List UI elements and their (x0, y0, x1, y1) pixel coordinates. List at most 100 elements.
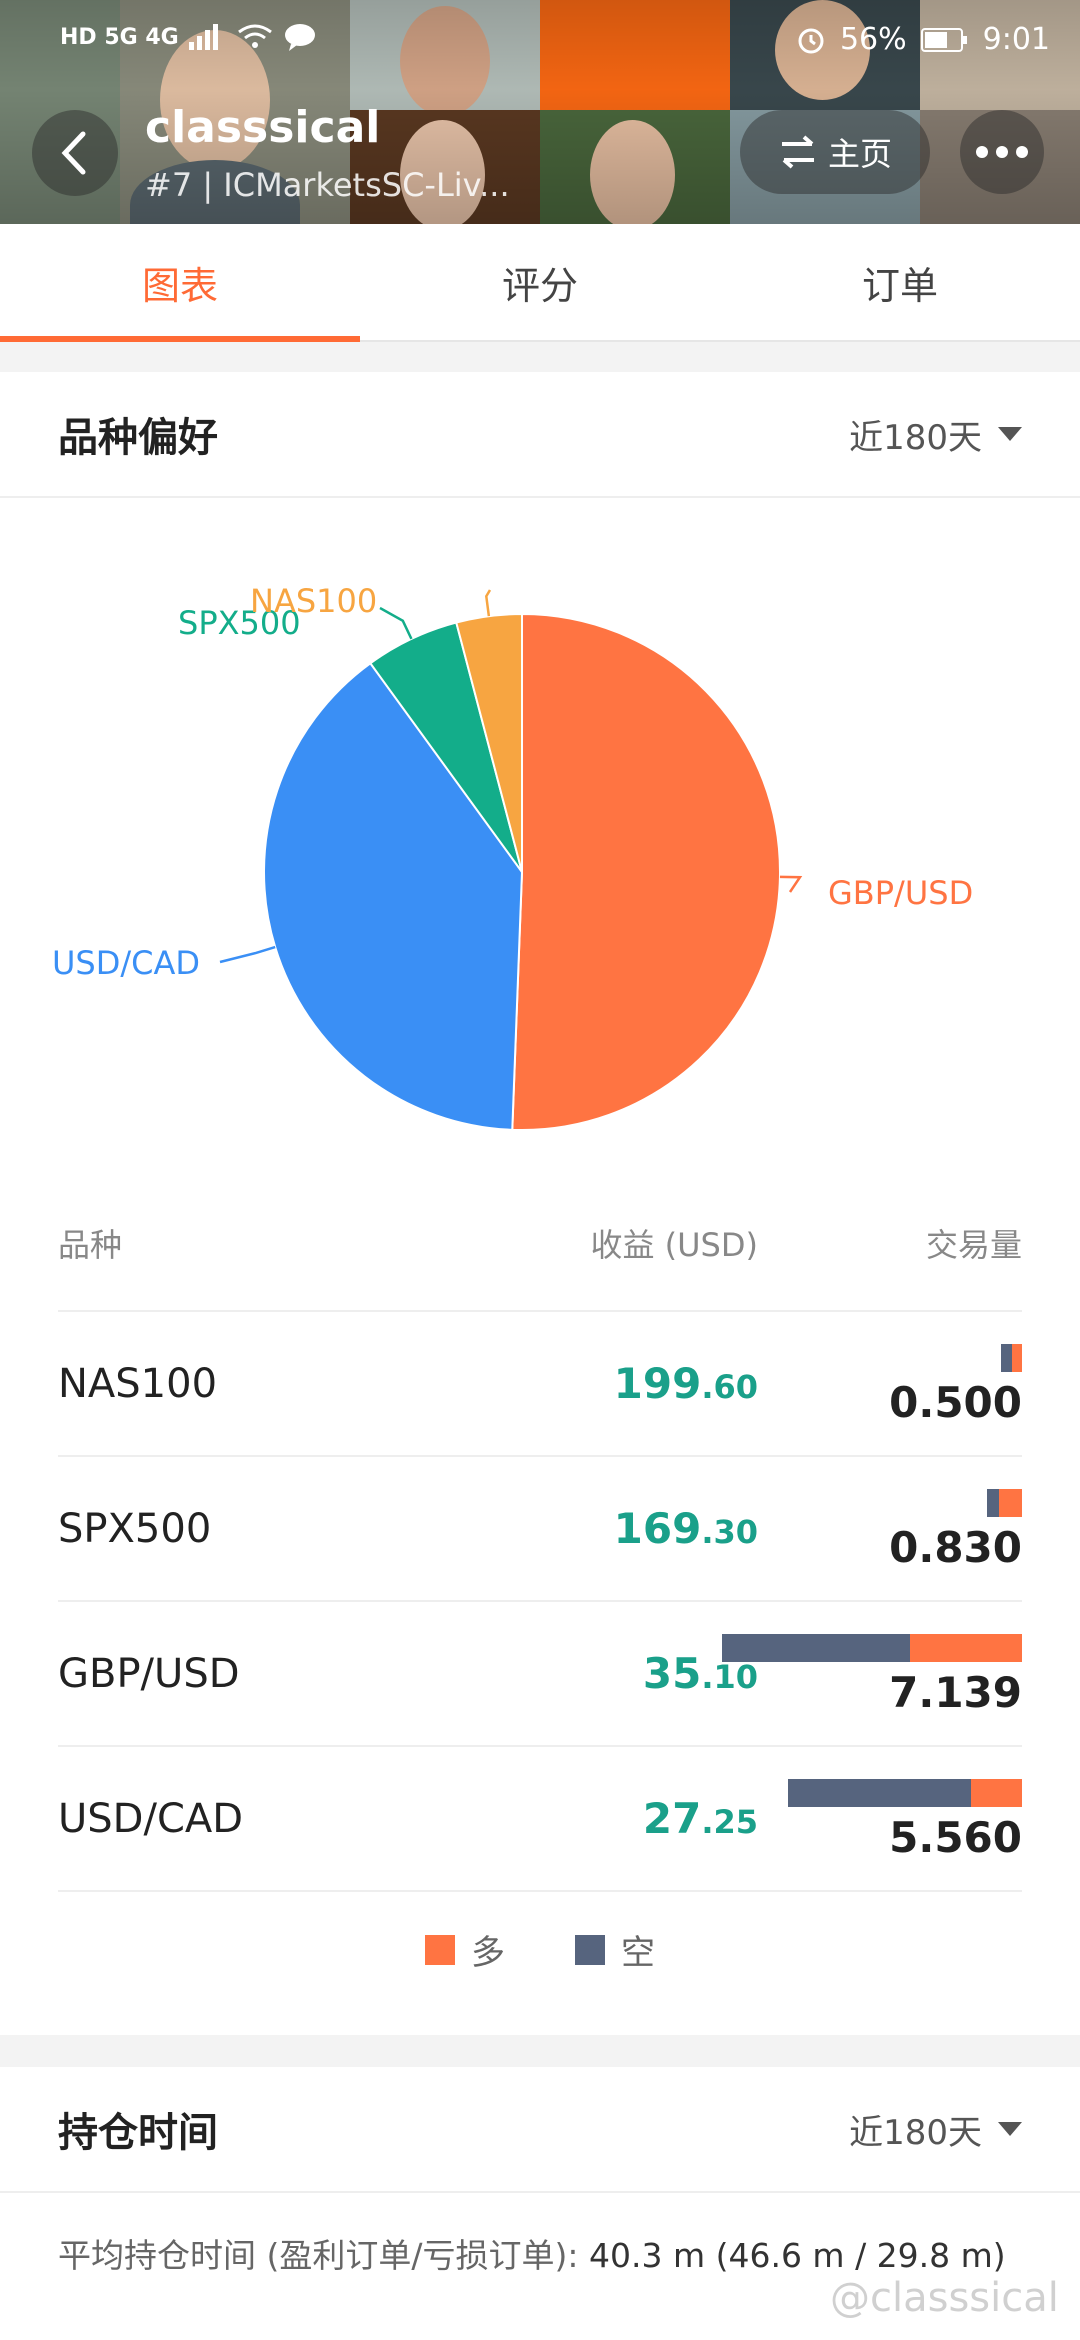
battery-percent: 56% (839, 22, 907, 57)
caret-down-icon (998, 427, 1022, 441)
profit-dec: .60 (701, 1368, 758, 1406)
chevron-left-icon (61, 131, 86, 175)
profit-dec: .10 (701, 1658, 758, 1696)
table-row[interactable]: SPX500 169.30 0.830 (58, 1457, 1022, 1602)
row-profit: 199.60 (418, 1359, 758, 1408)
pie-slice-gbp-usd[interactable] (511, 612, 781, 1131)
pie-label: USD/CAD (52, 944, 200, 982)
profile-header: HD 5G 4G 56% 9:01 classsical #7 | ICMark… (0, 0, 1080, 224)
row-symbol: GBP/USD (58, 1650, 240, 1697)
row-profit: 169.30 (418, 1504, 758, 1553)
caret-down-icon (998, 2122, 1022, 2136)
legend-long-swatch (425, 1934, 455, 1965)
row-volume: 0.830 (758, 1457, 1022, 1600)
long-bar (999, 1489, 1022, 1517)
trader-name: classsical (145, 102, 381, 153)
row-profit: 35.10 (418, 1649, 758, 1698)
preference-period-select[interactable]: 近180天 (849, 410, 1022, 459)
volume-bar (987, 1489, 1022, 1517)
avatar-tile (350, 110, 540, 224)
clock: 9:01 (982, 22, 1050, 57)
pie-leader-line (219, 945, 276, 964)
profit-int: 169 (613, 1504, 702, 1553)
home-label: 主页 (827, 135, 892, 173)
pie-leader-line (379, 606, 413, 640)
pie-label: NAS100 (250, 582, 377, 620)
tab-bar: 图表 评分 订单 (0, 224, 1080, 342)
long-bar (1011, 1344, 1022, 1372)
table-row[interactable]: USD/CAD 27.25 5.560 (58, 1747, 1022, 1892)
long-bar (970, 1779, 1022, 1807)
preference-header: 品种偏好 近180天 (0, 372, 1080, 498)
avatar-tile (540, 110, 730, 224)
chart-legend: 多 空 (0, 1925, 1080, 1974)
home-button[interactable]: 主页 (740, 110, 930, 194)
avatar-tile (730, 110, 920, 224)
legend-short-label: 空 (621, 1933, 655, 1973)
profit-int: 35 (642, 1649, 702, 1698)
profit-int: 199 (613, 1359, 702, 1408)
preference-title: 品种偏好 (58, 415, 218, 461)
header-profit: 收益 (USD) (590, 1225, 758, 1264)
swap-arrows-icon (781, 135, 814, 169)
pie-slice-nas100[interactable] (455, 612, 523, 873)
legend-long: 多 (425, 1925, 505, 1974)
volume-value: 0.830 (889, 1523, 1022, 1572)
table-row[interactable]: GBP/USD 35.10 7.139 (58, 1602, 1022, 1747)
holding-header: 持仓时间 近180天 (0, 2067, 1080, 2193)
profit-dec: .30 (701, 1513, 758, 1551)
row-symbol: SPX500 (58, 1505, 212, 1552)
avatar-tile (0, 0, 120, 224)
row-volume: 0.500 (758, 1312, 1022, 1455)
network-indicator: HD 5G 4G (60, 24, 179, 50)
avatar-tile (920, 110, 1080, 224)
avg-holding-value: 40.3 m (46.6 m / 29.8 m) (588, 2236, 1006, 2275)
signal-icon (188, 24, 218, 50)
avatar-tile (920, 0, 1080, 110)
tab-rating[interactable]: 评分 (501, 263, 578, 308)
holding-period-label: 近180天 (849, 2112, 982, 2153)
volume-bar (1001, 1344, 1022, 1372)
profit-int: 27 (642, 1794, 702, 1843)
avatar-tile (350, 0, 540, 110)
avg-holding-text: 平均持仓时间 (盈利订单/亏损订单): 40.3 m (46.6 m / 29.… (58, 2230, 1048, 2282)
row-symbol: USD/CAD (58, 1795, 244, 1842)
trader-rank-server: #7 | ICMarketsSC-Liv... (145, 166, 510, 204)
more-dot (1016, 146, 1028, 158)
holding-title: 持仓时间 (58, 2110, 218, 2156)
symbol-table: 品种 收益 (USD) 交易量 NAS100 199.60 0.500 SPX5… (58, 1175, 1022, 1892)
legend-short-swatch (575, 1934, 605, 1965)
legend-long-label: 多 (471, 1933, 505, 1973)
volume-bar (722, 1634, 1022, 1662)
pie-label: GBP/USD (828, 874, 973, 912)
avatar-tile (540, 0, 730, 110)
avg-holding-label: 平均持仓时间 (盈利订单/亏损订单): (58, 2236, 579, 2275)
more-button[interactable] (960, 110, 1044, 194)
row-profit: 27.25 (418, 1794, 758, 1843)
alarm-icon (798, 28, 824, 53)
volume-bar (788, 1779, 1022, 1807)
status-bar: HD 5G 4G 56% 9:01 (60, 16, 1050, 66)
profit-dec: .25 (701, 1803, 758, 1841)
pie-leader-line (779, 875, 803, 893)
tab-chart[interactable]: 图表 (0, 224, 360, 342)
period-label: 近180天 (849, 417, 982, 458)
volume-value: 5.560 (889, 1813, 1022, 1862)
battery-icon (920, 27, 967, 52)
pie-leader-line (484, 589, 492, 617)
more-dot (996, 146, 1008, 158)
tab-orders[interactable]: 订单 (861, 263, 938, 308)
short-bar (722, 1634, 910, 1662)
table-row[interactable]: NAS100 199.60 0.500 (58, 1312, 1022, 1457)
back-button[interactable] (32, 110, 118, 196)
row-volume: 5.560 (758, 1747, 1022, 1890)
status-right: 56% 9:01 (796, 22, 1050, 57)
holding-period-select[interactable]: 近180天 (849, 2105, 1022, 2154)
status-left: HD 5G 4G (60, 22, 317, 52)
message-icon (284, 24, 315, 51)
watermark: @classsical (830, 2275, 1059, 2321)
short-bar (788, 1779, 971, 1807)
row-volume: 7.139 (722, 1602, 1022, 1745)
header-volume: 交易量 (925, 1225, 1022, 1264)
